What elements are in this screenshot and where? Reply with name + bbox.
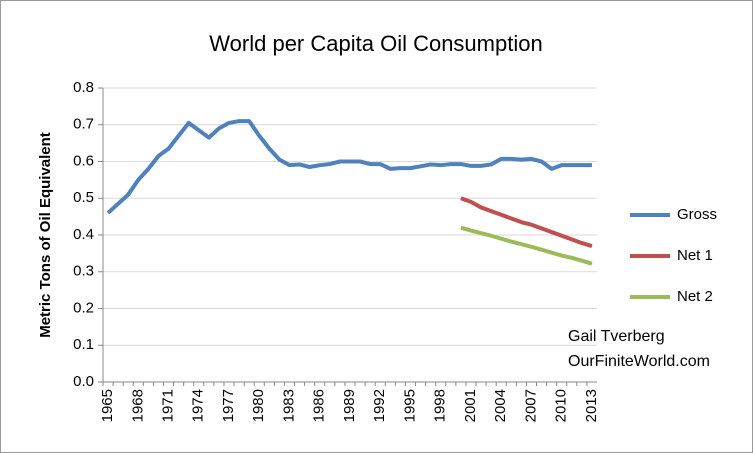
y-tick-label: 0.1 bbox=[73, 336, 94, 353]
y-tick-label: 0.2 bbox=[73, 299, 94, 316]
x-tick-label: 2007 bbox=[522, 389, 539, 422]
x-tick-label: 1995 bbox=[401, 389, 418, 422]
x-tick-label: 1965 bbox=[99, 389, 116, 422]
x-tick-label: 2001 bbox=[462, 389, 479, 422]
x-tick-label: 1998 bbox=[432, 389, 449, 422]
y-tick-label: 0.0 bbox=[73, 373, 94, 390]
legend-label: Net 1 bbox=[677, 247, 713, 264]
x-tick-label: 2013 bbox=[583, 389, 600, 422]
series-line bbox=[460, 225, 593, 266]
y-axis-title: Metric Tons of Oil Equivalent bbox=[37, 132, 54, 338]
series-line bbox=[106, 119, 592, 215]
x-tick-label: 1992 bbox=[371, 389, 388, 422]
x-tick-label: 1968 bbox=[129, 389, 146, 422]
series-line bbox=[460, 196, 593, 248]
x-tick-label: 1971 bbox=[159, 389, 176, 422]
x-tick-label: 1986 bbox=[311, 389, 328, 422]
y-tick-label: 0.3 bbox=[73, 263, 94, 280]
chart-title: World per Capita Oil Consumption bbox=[209, 31, 542, 56]
x-tick-label: 1974 bbox=[190, 389, 207, 422]
x-tick-label: 2004 bbox=[492, 389, 509, 422]
x-tick-label: 2010 bbox=[553, 389, 570, 422]
y-tick-label: 0.7 bbox=[73, 116, 94, 133]
x-tick-label: 1980 bbox=[250, 389, 267, 422]
legend-label: Gross bbox=[677, 206, 717, 223]
x-tick-label: 1977 bbox=[220, 389, 237, 422]
y-tick-label: 0.5 bbox=[73, 189, 94, 206]
legend-label: Net 2 bbox=[677, 288, 713, 305]
annotation: Gail Tverberg bbox=[568, 328, 665, 345]
y-tick-label: 0.6 bbox=[73, 152, 94, 169]
x-tick-label: 1983 bbox=[280, 389, 297, 422]
y-tick-label: 0.4 bbox=[73, 226, 94, 243]
annotation: OurFiniteWorld.com bbox=[568, 353, 710, 370]
x-tick-label: 1989 bbox=[341, 389, 358, 422]
y-tick-label: 0.8 bbox=[73, 79, 94, 96]
